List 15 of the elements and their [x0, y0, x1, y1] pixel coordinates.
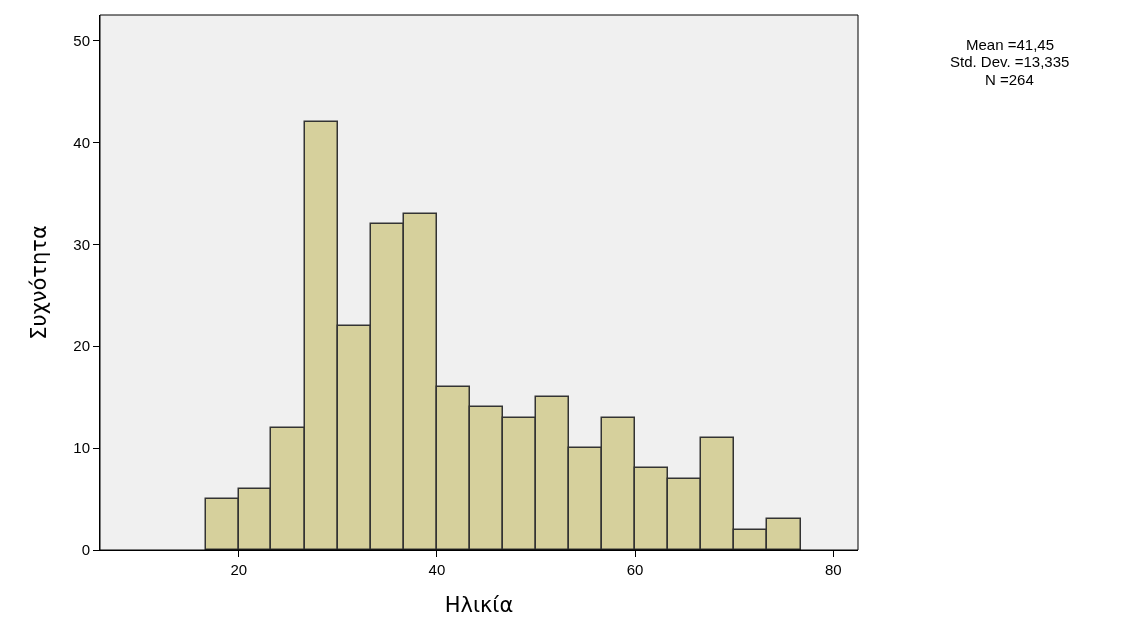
- y-tick-label: 0: [81, 541, 90, 559]
- y-tick-label: 50: [73, 31, 90, 49]
- y-tick-label: 40: [73, 133, 90, 151]
- y-tick-label: 30: [73, 235, 90, 253]
- x-tick-label: 20: [230, 561, 248, 578]
- y-tick-label: 20: [73, 337, 90, 355]
- x-tick-label: 40: [428, 561, 446, 578]
- x-tick-label: 80: [824, 561, 842, 578]
- text: Std. Dev. =13,335: [950, 53, 1070, 70]
- x-tick-label: 60: [626, 561, 644, 578]
- text: Mean =41,45: [966, 36, 1054, 53]
- text: N =264: [985, 71, 1034, 88]
- x-axis-title: Ηλικία: [444, 593, 514, 618]
- y-axis-title: Συχνότητα: [27, 225, 52, 340]
- y-tick-label: 10: [73, 439, 90, 457]
